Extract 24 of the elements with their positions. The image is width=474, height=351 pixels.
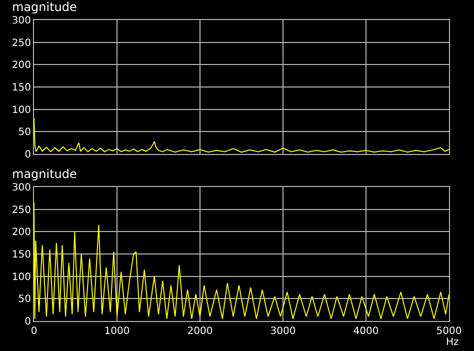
x-tick-label: 2000 [187, 326, 213, 337]
y-tick-label: 100 [12, 272, 31, 283]
y-axis-title: magnitude [12, 0, 77, 14]
y-tick-label: 50 [18, 127, 31, 138]
y-tick-label: 200 [12, 227, 31, 238]
x-tick-label: 4000 [353, 326, 379, 337]
x-tick-label: 3000 [270, 326, 296, 337]
x-tick-label: 1000 [104, 326, 130, 337]
y-tick-label: 300 [12, 16, 31, 26]
y-tick-label: 250 [12, 204, 31, 216]
y-tick-label: 50 [18, 294, 31, 306]
y-tick-label: 0 [24, 149, 31, 160]
x-tick-label: 5000 [436, 326, 462, 337]
y-axis-title: magnitude [12, 167, 77, 181]
line-series [34, 118, 449, 153]
y-tick-label: 150 [12, 82, 31, 94]
y-tick-label: 250 [12, 38, 31, 49]
y-tick-label: 100 [12, 104, 31, 116]
y-tick-label: 0 [24, 316, 31, 328]
line-series [34, 202, 449, 320]
y-tick-label: 300 [12, 182, 31, 194]
x-axis-title: Hz [446, 337, 459, 348]
y-tick-label: 150 [12, 250, 31, 261]
y-tick-label: 200 [12, 60, 31, 72]
